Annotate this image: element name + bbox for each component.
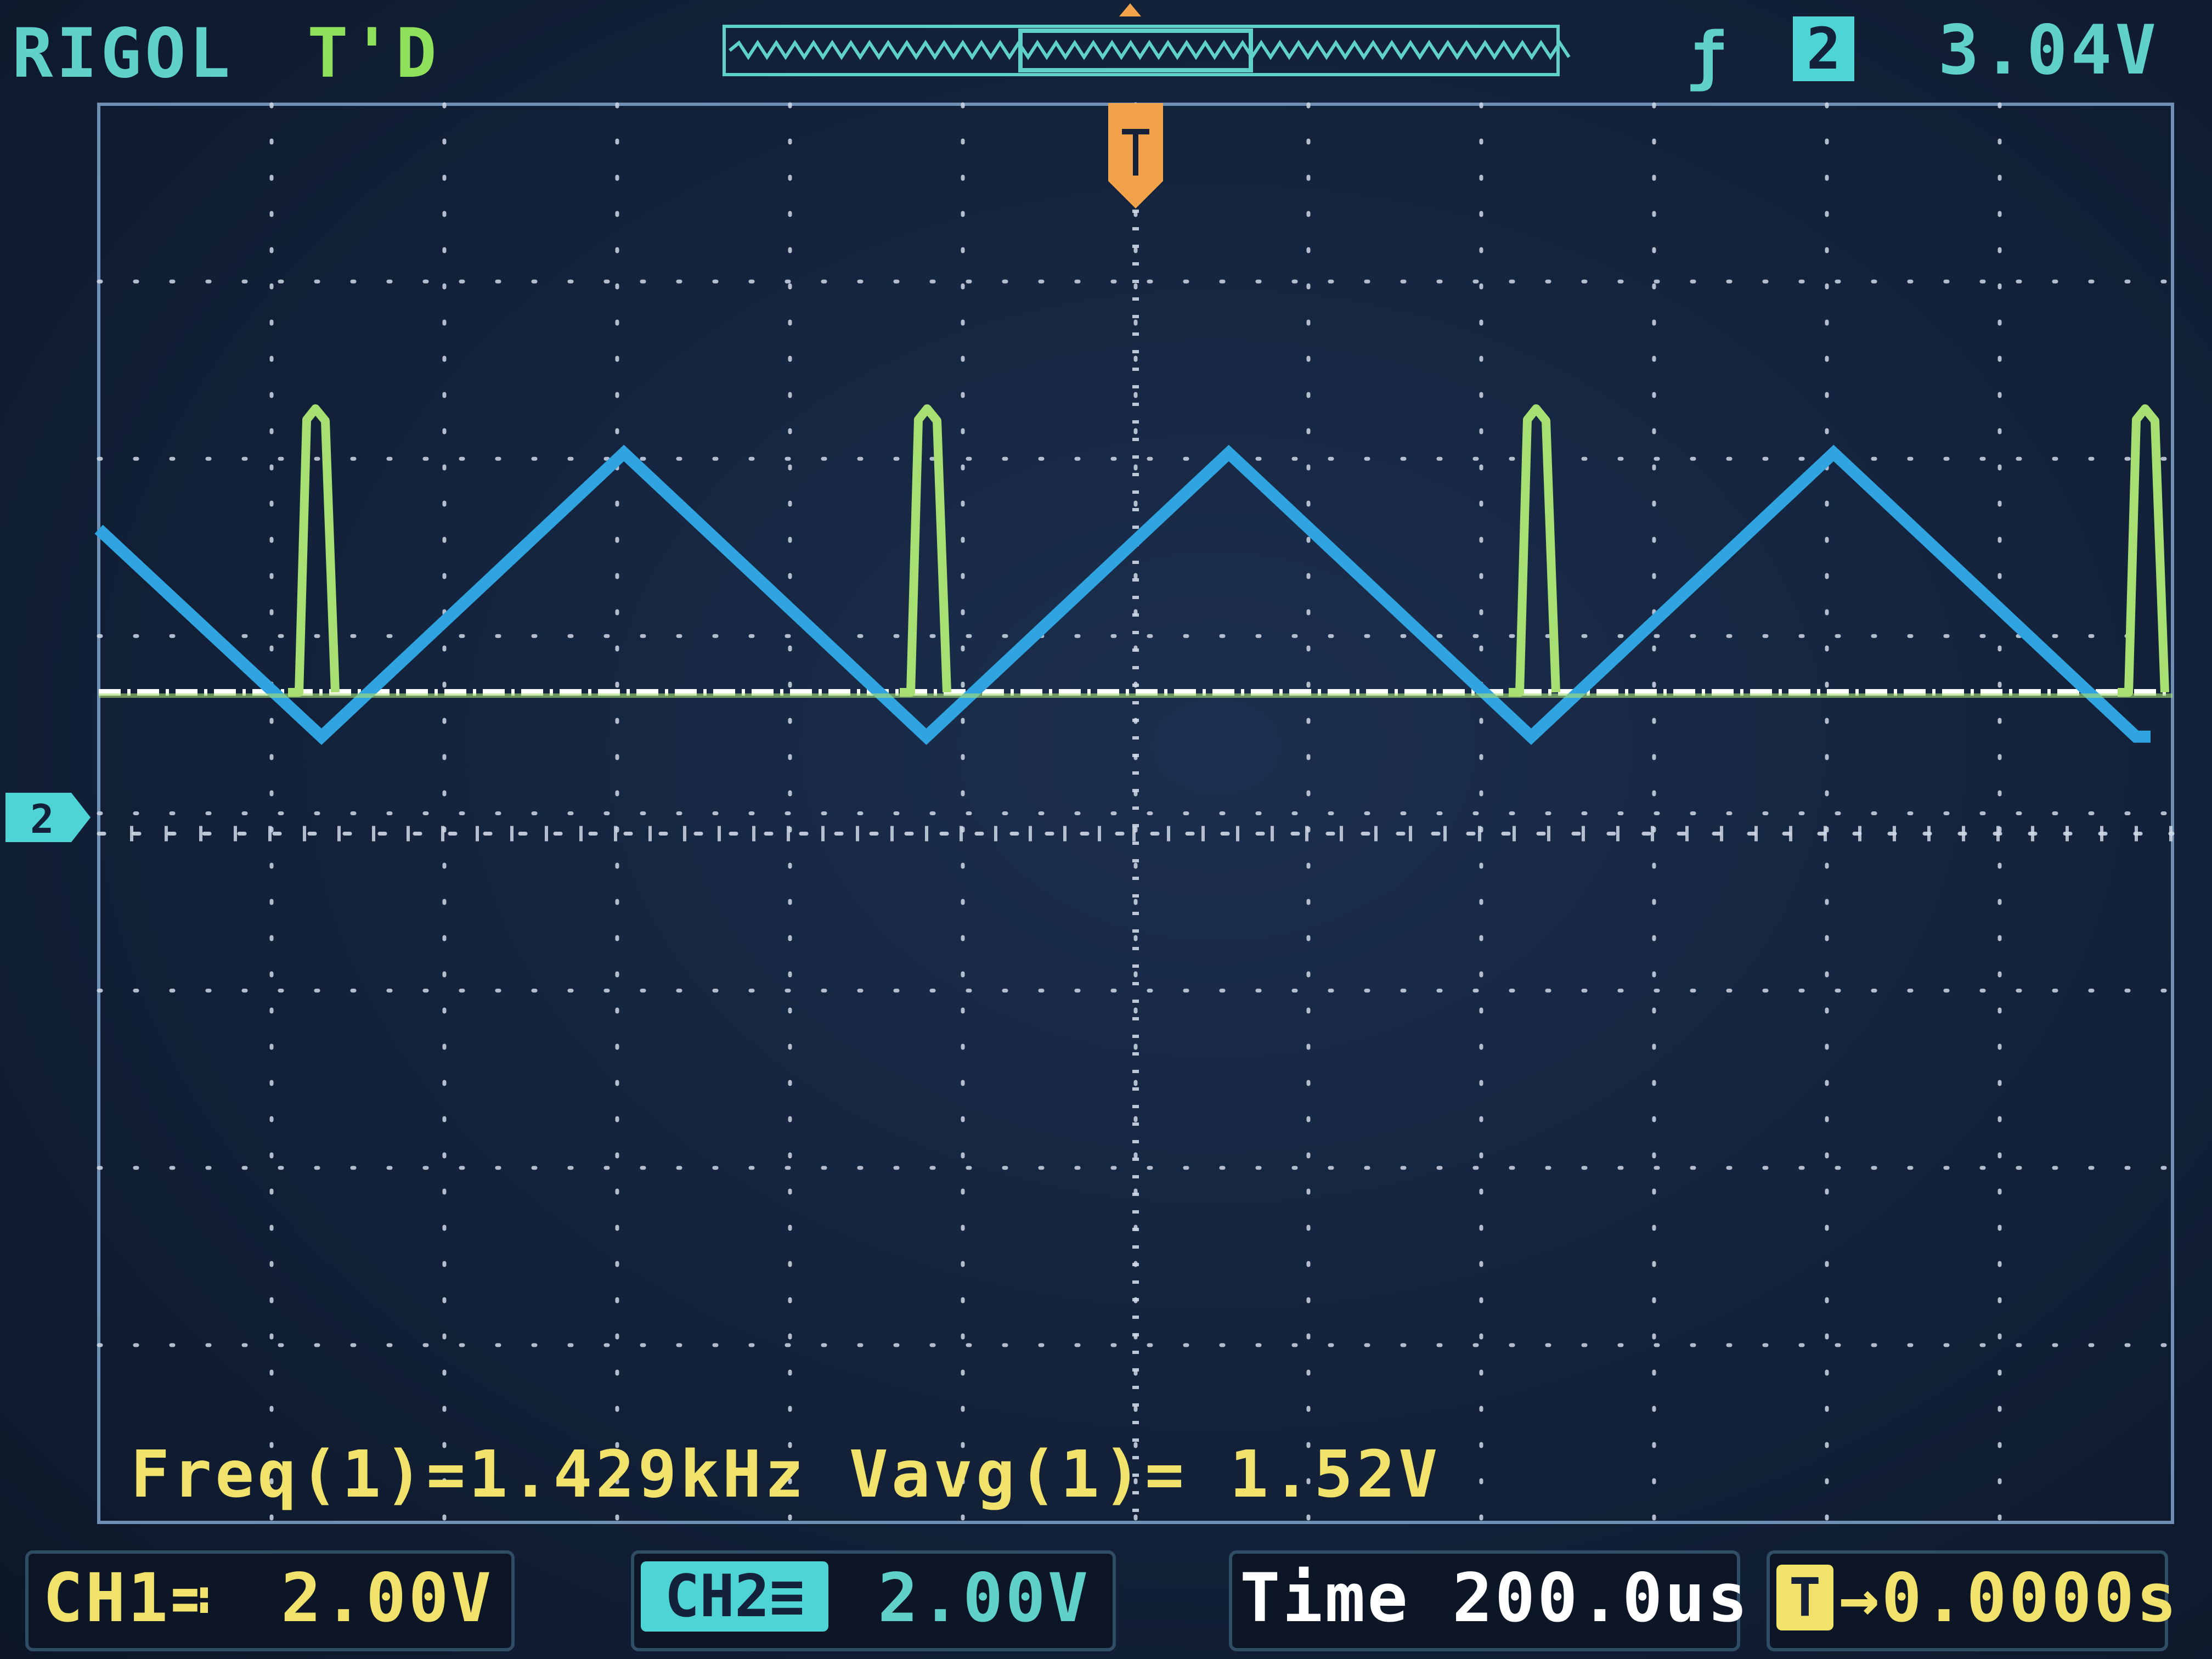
- trigger-source-badge: 2: [1793, 16, 1854, 81]
- ch2-scale[interactable]: 2.00V: [878, 1559, 1091, 1637]
- rising-edge-icon: ƒ: [1688, 18, 1727, 93]
- brand-logo: RIGOL: [12, 14, 234, 93]
- ch1-label[interactable]: CH1≕: [43, 1559, 213, 1637]
- memory-view-window: [1018, 29, 1253, 72]
- memory-overview-bar: [723, 25, 1560, 76]
- timebase-readout[interactable]: Time 200.0us: [1240, 1559, 1750, 1637]
- ch2-ground-marker-label: 2: [30, 796, 54, 842]
- measurement-readout: Freq(1)=1.429kHz Vavg(1)= 1.52V: [131, 1436, 1441, 1512]
- ch2-ground-marker: [5, 793, 91, 842]
- pulse-waveform-spike: [900, 404, 951, 697]
- trigger-offset-box: [1767, 1550, 2168, 1651]
- trigger-position-top-marker: [1119, 3, 1141, 16]
- pulse-waveform-spike: [288, 404, 340, 697]
- trigger-offset-readout[interactable]: →0.0000s: [1839, 1559, 2179, 1637]
- ch1-scale[interactable]: 2.00V: [281, 1559, 494, 1637]
- triangle-waveform-trace: [94, 444, 2151, 745]
- timebase-status-box: [1229, 1550, 1740, 1651]
- pulse-waveform-spike: [1509, 404, 1560, 697]
- ch2-label[interactable]: CH2≡: [641, 1561, 828, 1632]
- trigger-status: T'D: [307, 14, 440, 93]
- trigger-offset-icon: T: [1776, 1565, 1833, 1630]
- pulse-waveform-spike: [2118, 404, 2169, 697]
- memory-overview-wave: [729, 40, 1571, 60]
- ch1-status-box: [25, 1550, 515, 1651]
- trigger-level-readout: 3.04V: [1938, 11, 2159, 90]
